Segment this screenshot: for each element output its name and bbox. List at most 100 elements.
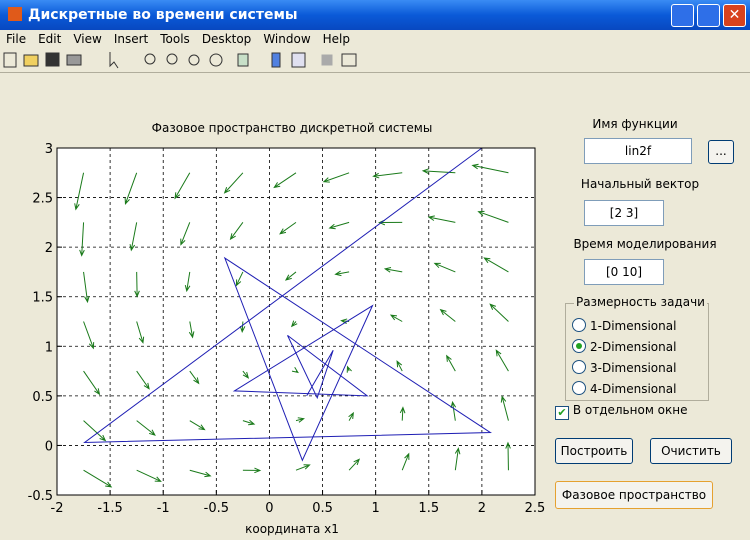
x-tick-label: 0.5 (312, 501, 333, 516)
colorbar-icon[interactable] (271, 52, 281, 68)
vector-arrow (450, 400, 457, 421)
checkbox-label: В отдельном окне (572, 403, 688, 417)
vector-arrow (223, 172, 244, 194)
radio-button[interactable] (572, 360, 586, 374)
zoom-out-icon[interactable] (166, 53, 178, 65)
menu-item[interactable]: Tools (160, 32, 190, 46)
vector-arrow (433, 262, 456, 273)
vector-arrow (188, 321, 195, 339)
vector-arrow (189, 420, 206, 431)
vector-arrow (83, 271, 90, 304)
vector-arrow (279, 221, 297, 235)
rotate-icon[interactable] (209, 53, 223, 67)
vector-input[interactable]: [2 3] (584, 200, 664, 226)
vector-arrow (136, 420, 156, 436)
vector-arrow (174, 172, 191, 200)
vector-arrow (291, 367, 299, 374)
vector-arrow (483, 257, 509, 273)
toolbar-icons (3, 52, 357, 69)
radio-label: 1-Dimensional (590, 319, 677, 333)
x-tick-label: 1 (372, 501, 380, 516)
y-tick-label: 2.5 (32, 192, 53, 207)
datacursor-icon[interactable] (237, 53, 249, 67)
vector-arrow (389, 314, 403, 322)
menu-item[interactable]: Edit (38, 32, 62, 46)
pointer-icon[interactable] (109, 52, 119, 69)
vector-arrow (401, 452, 410, 471)
show-tools-icon[interactable] (341, 53, 357, 67)
radio-row[interactable]: 4-Dimensional (572, 379, 676, 400)
pan-icon[interactable] (188, 54, 200, 66)
menu-item[interactable]: File (6, 32, 27, 46)
x-axis-label: координата x1 (245, 522, 339, 536)
clear-button[interactable]: Очистить (650, 438, 732, 464)
plot-title: Фазовое пространство дискретной системы (152, 121, 433, 135)
phase-button[interactable]: Фазовое пространство (555, 481, 713, 509)
y-tick-label: 0 (45, 439, 53, 454)
vector-arrow (180, 222, 191, 246)
vector-arrow (136, 370, 150, 390)
vector-arrow (189, 370, 200, 385)
vector-arrow (396, 360, 403, 372)
close-button[interactable]: ✕ (723, 4, 746, 27)
x-tick-label: 2 (478, 501, 486, 516)
vector-arrow (235, 271, 244, 287)
vector-arrow (74, 172, 85, 211)
legend-icon[interactable] (291, 52, 306, 68)
radio-row[interactable]: 3-Dimensional (572, 358, 676, 379)
new-icon[interactable] (3, 52, 17, 68)
vector-arrow (471, 163, 509, 174)
vector-arrow (290, 320, 298, 328)
radio-button[interactable] (572, 339, 586, 353)
radio-label: 3-Dimensional (590, 361, 677, 375)
y-tick-label: -0.5 (28, 489, 53, 504)
radio-button[interactable] (572, 381, 586, 395)
browse-button[interactable]: ... (708, 140, 734, 164)
vector-arrow (184, 271, 191, 293)
checkbox-row[interactable]: ✔ В отдельном окне (555, 403, 688, 420)
function-label: Имя функции (592, 117, 678, 131)
y-tick-label: 1.5 (32, 291, 53, 306)
x-tick-label: -0.5 (204, 501, 229, 516)
menu-item[interactable]: Window (263, 32, 311, 46)
y-tick-label: 0.5 (32, 390, 53, 405)
vector-arrow (334, 270, 350, 277)
time-input[interactable]: [0 10] (584, 259, 664, 285)
maximize-button[interactable] (697, 4, 720, 27)
radio-button[interactable] (572, 318, 586, 332)
menu-item[interactable]: Help (322, 32, 350, 46)
vector-arrow (372, 172, 403, 179)
x-tick-label: -2 (51, 501, 64, 516)
vector-arrow (136, 469, 162, 482)
menu-item[interactable]: View (73, 32, 102, 46)
save-icon[interactable] (45, 52, 60, 67)
checkbox[interactable]: ✔ (555, 406, 569, 420)
x-tick-label: -1 (157, 501, 170, 516)
x-tick-label: 2.5 (525, 501, 546, 516)
radio-row[interactable]: 1-Dimensional (572, 316, 676, 337)
vector-arrow (295, 464, 311, 471)
vector-arrow (489, 303, 509, 322)
vector-arrow (446, 354, 456, 372)
vector-arrow (239, 321, 246, 334)
menu-item[interactable]: Desktop (201, 32, 252, 46)
open-icon[interactable] (23, 54, 39, 67)
function-input[interactable]: lin2f (584, 138, 692, 164)
vector-arrow (421, 168, 456, 174)
print-icon[interactable] (66, 54, 82, 66)
radio-row[interactable]: 2-Dimensional (572, 337, 676, 358)
menu-bar: File Edit View Insert Tools Desktop Window Help (0, 30, 750, 48)
vector-arrow (495, 349, 509, 372)
vector-arrow (427, 215, 456, 223)
options: 1-Dimensional 2-Dimensional 3-Dimensional 4… (572, 316, 676, 400)
hide-tools-icon[interactable] (321, 54, 333, 66)
vector-arrow (328, 221, 350, 230)
zoom-in-icon[interactable] (144, 53, 156, 65)
plot-button[interactable]: Построить (555, 438, 633, 464)
minimize-button[interactable] (671, 4, 694, 27)
vector-arrow (295, 417, 305, 423)
title-bar: Дискретные во времени системы ✕ (0, 0, 750, 30)
menu-item[interactable]: Insert (113, 32, 149, 46)
y-tick-label: 3 (45, 142, 53, 157)
vector-arrow (189, 469, 212, 478)
